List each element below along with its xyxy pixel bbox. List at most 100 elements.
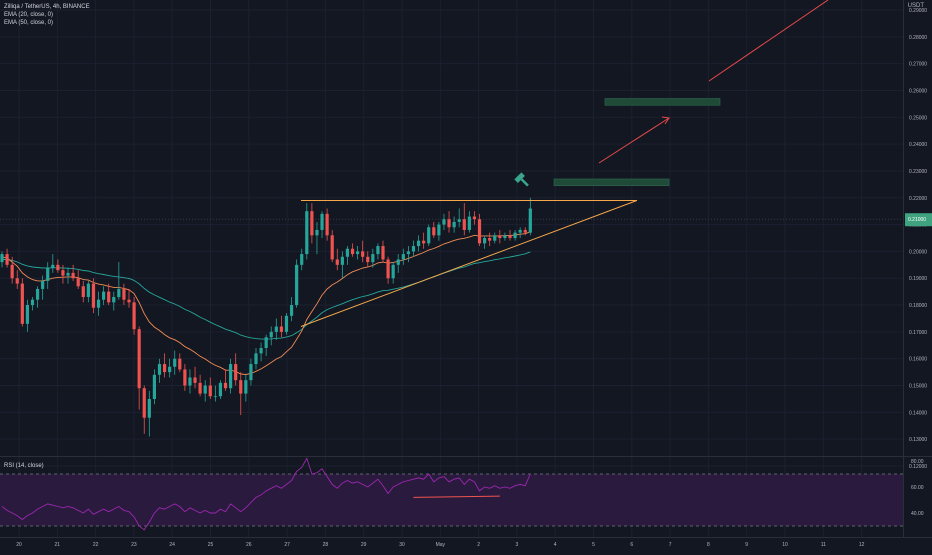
candle-body bbox=[350, 248, 355, 255]
candle-body bbox=[391, 264, 395, 279]
time-tick-label: 8 bbox=[707, 542, 710, 548]
candle-body bbox=[416, 240, 421, 247]
time-tick-label: 3 bbox=[516, 542, 519, 548]
candle-body bbox=[396, 259, 400, 265]
candle-body bbox=[432, 227, 436, 236]
currency-label: USDT bbox=[907, 3, 924, 9]
rsi-tick-label: 60.00 bbox=[911, 485, 924, 491]
ema50-label[interactable]: EMA (50, close, 0) bbox=[4, 20, 54, 26]
candle-body bbox=[289, 305, 294, 316]
candle-body bbox=[295, 264, 299, 306]
rsi-band bbox=[0, 474, 903, 526]
candle-body bbox=[183, 369, 187, 386]
candle-body bbox=[81, 286, 85, 298]
candle-body bbox=[477, 219, 482, 244]
time-tick-label: 30 bbox=[399, 542, 405, 548]
ascending-support-line bbox=[300, 199, 638, 327]
price-tick-label: 0.12000 bbox=[909, 464, 927, 470]
candle-body bbox=[249, 364, 253, 381]
candle-body bbox=[305, 211, 309, 255]
time-tick-label: 23 bbox=[131, 542, 137, 548]
time-tick-label: 10 bbox=[782, 542, 788, 548]
candle-body bbox=[345, 248, 350, 257]
candle-body bbox=[366, 256, 370, 263]
candle-body bbox=[51, 264, 55, 268]
candle-body bbox=[462, 219, 466, 230]
time-tick-label: 29 bbox=[361, 542, 367, 548]
price-tick-label: 0.17000 bbox=[909, 330, 927, 336]
projection-arrow bbox=[708, 0, 829, 82]
price-tick-label: 0.26000 bbox=[909, 88, 927, 94]
time-tick-label: 27 bbox=[284, 542, 290, 548]
candle-body bbox=[259, 347, 263, 354]
price-tick-label: 0.25000 bbox=[909, 115, 927, 121]
candle-body bbox=[203, 385, 207, 394]
candle-body bbox=[406, 251, 410, 255]
ema20-line bbox=[1, 231, 531, 375]
price-tick-label: 0.23000 bbox=[909, 169, 927, 175]
target-box bbox=[604, 98, 721, 106]
time-tick-label: 24 bbox=[169, 542, 175, 548]
candle-body bbox=[66, 272, 70, 276]
candle-body bbox=[452, 221, 456, 228]
candle-body bbox=[498, 235, 502, 238]
rsi-tick-label: 80.00 bbox=[911, 459, 924, 465]
rsi-divergence-line bbox=[413, 495, 500, 498]
price-tick-label: 0.13000 bbox=[909, 437, 927, 443]
candle-body bbox=[157, 364, 162, 375]
rsi-legend[interactable]: RSI (14, close) bbox=[4, 463, 44, 469]
price-tick-label: 0.14000 bbox=[909, 410, 927, 416]
price-tick-label: 0.24000 bbox=[909, 142, 927, 148]
symbol-label[interactable]: Zilliqa / TetherUS, 4h, BINANCE bbox=[4, 4, 90, 10]
price-tick-label: 0.20000 bbox=[909, 249, 927, 255]
candle-body bbox=[152, 374, 156, 399]
candle-body bbox=[310, 211, 314, 236]
candle-body bbox=[376, 246, 380, 255]
current-price-label: 0.21000 bbox=[908, 217, 926, 223]
candle-body bbox=[20, 283, 24, 324]
candle-body bbox=[61, 270, 65, 276]
candle-body bbox=[168, 366, 172, 373]
time-tick-label: 12 bbox=[859, 542, 865, 548]
candle-body bbox=[107, 291, 111, 303]
candle-body bbox=[91, 283, 96, 308]
candle-body bbox=[71, 272, 75, 279]
candle-body bbox=[15, 278, 19, 284]
hammer-icon[interactable] bbox=[514, 172, 531, 189]
candle-body bbox=[320, 213, 324, 230]
candle-body bbox=[25, 305, 29, 324]
candle-body bbox=[208, 385, 212, 397]
candle-body bbox=[274, 326, 278, 332]
candle-body bbox=[127, 299, 131, 303]
candle-body bbox=[178, 358, 182, 370]
candle-body bbox=[523, 229, 527, 233]
candle-body bbox=[234, 364, 238, 381]
candle-body bbox=[472, 216, 477, 220]
candle-body bbox=[56, 264, 60, 271]
candle-body bbox=[239, 380, 243, 394]
ema20-label[interactable]: EMA (20, close, 0) bbox=[4, 12, 54, 18]
time-tick-label: 22 bbox=[93, 542, 99, 548]
price-tick-label: 0.15000 bbox=[909, 384, 927, 390]
candle-body bbox=[483, 238, 487, 244]
candle-body bbox=[0, 254, 4, 263]
candle-body bbox=[330, 235, 334, 260]
candle-body bbox=[427, 227, 431, 244]
candle-body bbox=[493, 235, 497, 241]
candle-body bbox=[264, 337, 268, 348]
candle-body bbox=[5, 254, 9, 265]
candle-body bbox=[447, 219, 451, 228]
candle-body bbox=[46, 267, 50, 281]
candle-body bbox=[132, 302, 136, 330]
candle-body bbox=[117, 288, 121, 298]
arrow-head bbox=[661, 116, 670, 125]
time-tick-label: 25 bbox=[208, 542, 214, 548]
time-tick-label: 5 bbox=[592, 542, 595, 548]
candle-body bbox=[513, 232, 517, 238]
candle-body bbox=[269, 331, 273, 338]
candle-body bbox=[467, 216, 471, 230]
price-tick-label: 0.22000 bbox=[909, 196, 927, 202]
price-tick-label: 0.19000 bbox=[909, 276, 927, 282]
